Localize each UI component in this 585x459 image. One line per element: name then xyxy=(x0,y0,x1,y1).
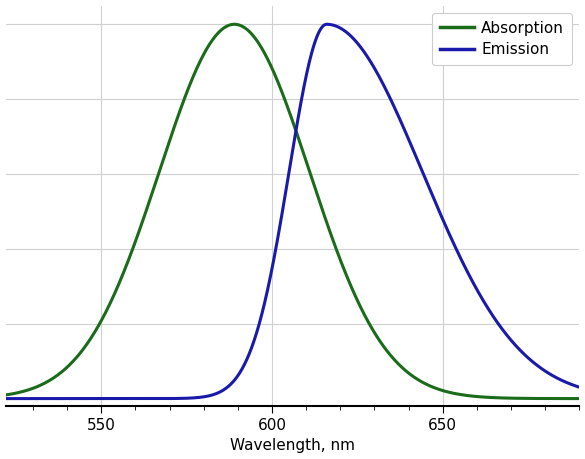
Legend: Absorption, Emission: Absorption, Emission xyxy=(432,13,572,65)
X-axis label: Wavelength, nm: Wavelength, nm xyxy=(230,438,355,453)
